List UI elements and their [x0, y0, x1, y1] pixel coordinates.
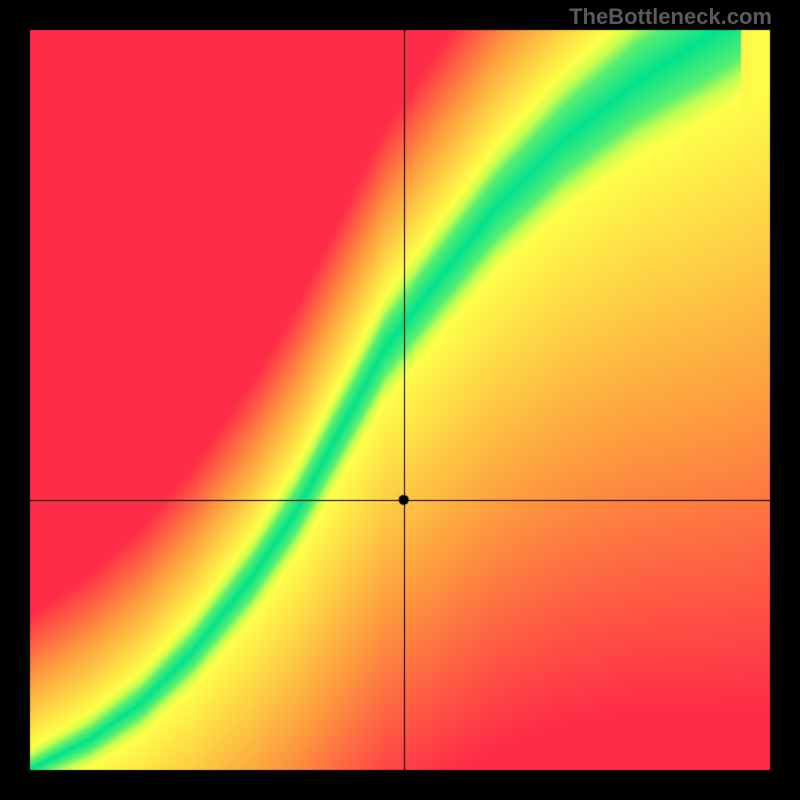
chart-container: { "watermark": { "text": "TheBottleneck.… — [0, 0, 800, 800]
bottleneck-heatmap — [0, 0, 800, 800]
watermark-text: TheBottleneck.com — [569, 4, 772, 30]
